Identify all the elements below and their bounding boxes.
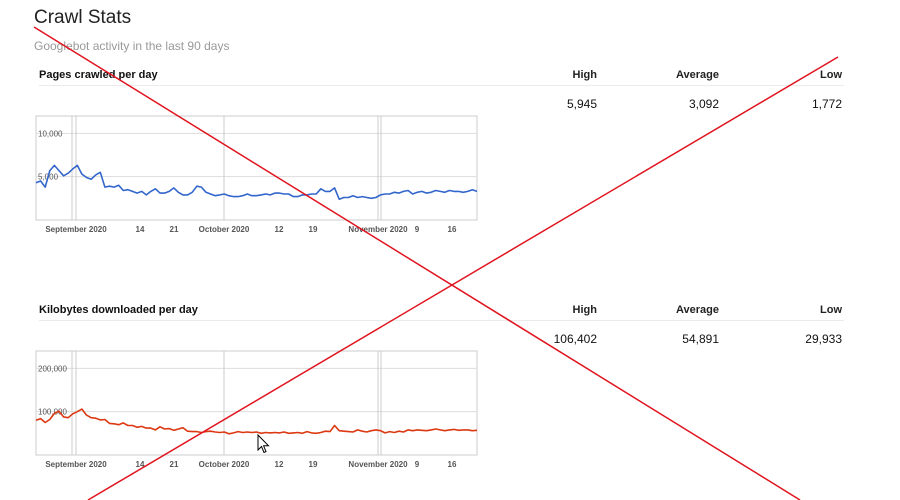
kilobytes-title: Kilobytes downloaded per day	[39, 304, 198, 316]
kilobytes-chart[interactable]: 200,000 100,000 September 2020 14 21 October …	[35, 347, 481, 472]
kb-high-header: High	[572, 304, 597, 316]
kb-average-value: 54,891	[682, 332, 719, 346]
cross-line-diagonal-up	[87, 56, 839, 500]
kb-average-header: Average	[675, 304, 719, 316]
pages-high-header: High	[572, 69, 597, 81]
x-tick-label: 14	[136, 460, 145, 469]
page-subtitle: Googlebot activity in the last 90 days	[34, 39, 230, 53]
y-tick-label: 100,000	[38, 408, 67, 417]
pages-average-value: 3,092	[688, 97, 719, 111]
x-tick-label: 16	[448, 225, 457, 234]
pages-crawled-chart[interactable]: 10,000 5,000 September 2020 14 21 October 202…	[35, 112, 481, 237]
pages-average-header: Average	[675, 69, 719, 81]
x-tick-label: November 2020	[348, 225, 408, 234]
cross-line-diagonal-down	[33, 26, 801, 500]
x-tick-label: October 2020	[199, 225, 250, 234]
kb-header-divider	[39, 320, 844, 321]
x-tick-label: 19	[309, 225, 318, 234]
kb-low-header: Low	[820, 304, 842, 316]
page-title: Crawl Stats	[34, 7, 132, 28]
x-tick-label: 19	[309, 460, 318, 469]
x-tick-label: October 2020	[199, 460, 250, 469]
x-tick-label: September 2020	[45, 460, 107, 469]
x-tick-label: 21	[170, 460, 179, 469]
pages-crawled-title: Pages crawled per day	[39, 69, 158, 81]
x-tick-label: 14	[136, 225, 145, 234]
plot-frame	[35, 350, 478, 456]
y-tick-label: 10,000	[38, 129, 63, 138]
x-tick-label: 16	[448, 460, 457, 469]
mouse-cursor-icon	[257, 434, 270, 454]
x-tick-label: 12	[275, 460, 284, 469]
x-tick-label: 21	[170, 225, 179, 234]
x-tick-label: 9	[415, 460, 420, 469]
x-tick-label: September 2020	[45, 225, 107, 234]
x-tick-label: 9	[415, 225, 420, 234]
pages-low-value: 1,772	[811, 97, 842, 111]
pages-high-value: 5,945	[566, 97, 597, 111]
y-tick-label: 200,000	[38, 364, 67, 373]
series-line	[35, 408, 478, 435]
plot-frame	[35, 115, 478, 221]
kb-high-value: 106,402	[553, 332, 597, 346]
kb-low-value: 29,933	[805, 332, 842, 346]
kilobytes-chart-svg: 200,000 100,000 September 2020 14 21 October …	[35, 350, 478, 469]
series-line	[35, 164, 478, 200]
pages-low-header: Low	[820, 69, 842, 81]
pages-header-divider	[39, 85, 844, 86]
x-tick-label: November 2020	[348, 460, 408, 469]
x-tick-label: 12	[275, 225, 284, 234]
